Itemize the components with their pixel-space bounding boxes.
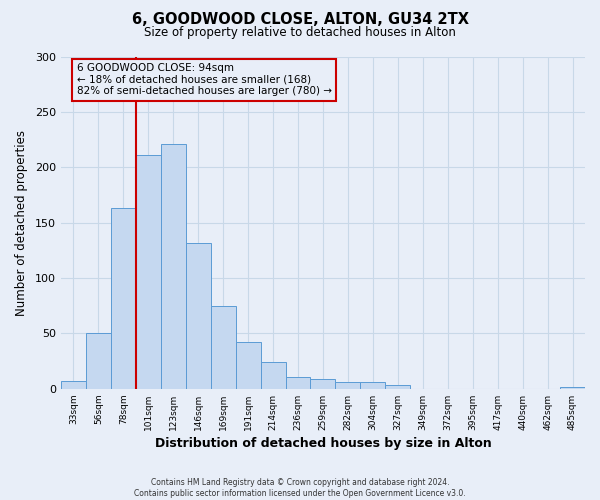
Bar	[61, 381, 86, 389]
Text: Size of property relative to detached houses in Alton: Size of property relative to detached ho…	[144, 26, 456, 39]
X-axis label: Distribution of detached houses by size in Alton: Distribution of detached houses by size …	[155, 437, 491, 450]
Bar	[136, 155, 161, 389]
Bar	[86, 334, 111, 389]
Bar	[161, 144, 186, 389]
Bar	[260, 362, 286, 389]
Bar	[111, 208, 136, 389]
Bar	[211, 306, 236, 389]
Bar	[335, 382, 361, 389]
Bar	[286, 376, 310, 389]
Text: 6 GOODWOOD CLOSE: 94sqm
← 18% of detached houses are smaller (168)
82% of semi-d: 6 GOODWOOD CLOSE: 94sqm ← 18% of detache…	[77, 63, 332, 96]
Text: 6, GOODWOOD CLOSE, ALTON, GU34 2TX: 6, GOODWOOD CLOSE, ALTON, GU34 2TX	[131, 12, 469, 28]
Bar	[560, 386, 585, 389]
Bar	[385, 386, 410, 389]
Text: Contains HM Land Registry data © Crown copyright and database right 2024.
Contai: Contains HM Land Registry data © Crown c…	[134, 478, 466, 498]
Y-axis label: Number of detached properties: Number of detached properties	[15, 130, 28, 316]
Bar	[310, 379, 335, 389]
Bar	[186, 242, 211, 389]
Bar	[361, 382, 385, 389]
Bar	[236, 342, 260, 389]
